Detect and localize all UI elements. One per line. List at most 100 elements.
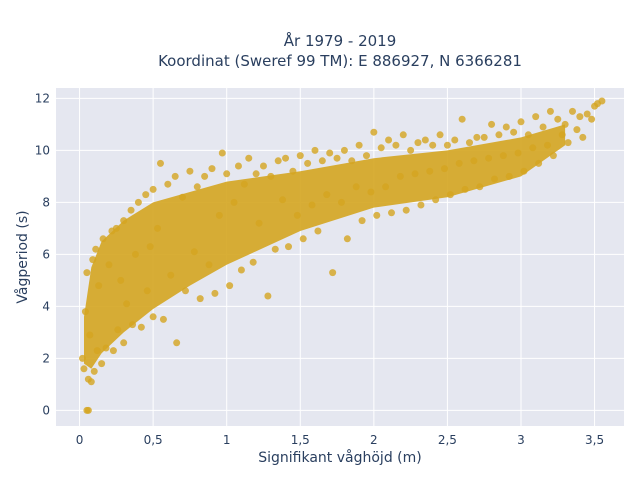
data-point	[329, 269, 337, 277]
data-point	[237, 266, 245, 274]
data-point	[333, 154, 341, 162]
data-point	[407, 146, 415, 154]
y-tick-label: 4	[42, 299, 50, 313]
data-point	[149, 185, 157, 193]
data-point	[326, 149, 334, 157]
data-point	[396, 172, 404, 180]
data-point	[388, 209, 396, 217]
data-point	[539, 123, 547, 131]
data-point	[367, 188, 375, 196]
data-point	[414, 139, 422, 147]
data-point	[252, 170, 260, 178]
data-point	[370, 128, 378, 136]
data-point	[348, 157, 356, 165]
data-point	[311, 146, 319, 154]
data-point	[129, 321, 137, 329]
data-point	[143, 287, 151, 295]
data-point	[399, 131, 407, 139]
data-point	[264, 292, 272, 300]
data-point	[234, 162, 242, 170]
data-point	[171, 172, 179, 180]
data-point	[558, 131, 566, 139]
x-tick-label: 2	[370, 433, 378, 447]
data-point	[215, 211, 223, 219]
data-point	[505, 172, 513, 180]
data-point	[78, 354, 86, 362]
data-point	[340, 146, 348, 154]
data-point	[127, 206, 135, 214]
data-point	[377, 144, 385, 152]
data-point	[514, 149, 522, 157]
data-point	[568, 107, 576, 115]
data-point	[491, 175, 499, 183]
data-point	[83, 269, 91, 277]
data-point	[112, 224, 120, 232]
data-point	[164, 180, 172, 188]
data-point	[480, 133, 488, 141]
data-point	[123, 300, 131, 308]
data-point	[193, 183, 201, 191]
data-point	[267, 172, 275, 180]
data-point	[446, 191, 454, 199]
data-point	[529, 144, 537, 152]
data-point	[255, 219, 263, 227]
data-point	[532, 113, 540, 121]
data-point	[181, 287, 189, 295]
data-point	[426, 167, 434, 175]
x-tick-label: 0,5	[144, 433, 163, 447]
data-point	[455, 159, 463, 167]
data-point	[284, 243, 292, 251]
data-point	[561, 120, 569, 128]
y-tick-label: 12	[35, 91, 50, 105]
data-point	[98, 360, 106, 368]
data-point	[173, 339, 181, 347]
data-point	[259, 162, 267, 170]
data-point	[488, 120, 496, 128]
data-point	[318, 157, 326, 165]
data-point	[417, 201, 425, 209]
data-point	[510, 128, 518, 136]
y-tick-label: 6	[42, 247, 50, 261]
data-point	[196, 295, 204, 303]
data-point	[271, 245, 279, 253]
data-point	[245, 154, 253, 162]
data-point	[358, 217, 366, 225]
data-point	[546, 107, 554, 115]
data-point	[470, 157, 478, 165]
data-point	[87, 378, 95, 386]
data-point	[524, 131, 532, 139]
data-point	[440, 165, 448, 173]
data-point	[549, 152, 557, 160]
data-point	[451, 136, 459, 144]
data-point	[86, 331, 94, 339]
chart-subtitle: Koordinat (Sweref 99 TM): E 886927, N 63…	[158, 52, 522, 70]
data-point	[461, 185, 469, 193]
y-tick-label: 2	[42, 351, 50, 365]
data-point	[114, 326, 122, 334]
y-axis-ticks: 0 2 4 6 8 10 12	[35, 91, 50, 417]
data-point	[573, 126, 581, 134]
data-point	[579, 133, 587, 141]
data-point	[120, 217, 128, 225]
data-point	[458, 115, 466, 123]
data-point	[137, 323, 145, 331]
data-point	[343, 235, 351, 243]
data-point	[179, 193, 187, 201]
data-point	[598, 97, 606, 105]
data-point	[89, 256, 97, 264]
data-point	[576, 113, 584, 121]
data-point	[156, 159, 164, 167]
data-point	[293, 211, 301, 219]
data-point	[352, 183, 360, 191]
data-point	[120, 339, 128, 347]
data-point	[588, 115, 596, 123]
data-point	[564, 139, 572, 147]
data-point	[543, 141, 551, 149]
data-point	[296, 152, 304, 160]
data-point	[385, 136, 393, 144]
chart-title: År 1979 - 2019	[284, 31, 397, 50]
data-point	[249, 258, 257, 266]
data-point	[282, 154, 290, 162]
data-point	[520, 167, 528, 175]
